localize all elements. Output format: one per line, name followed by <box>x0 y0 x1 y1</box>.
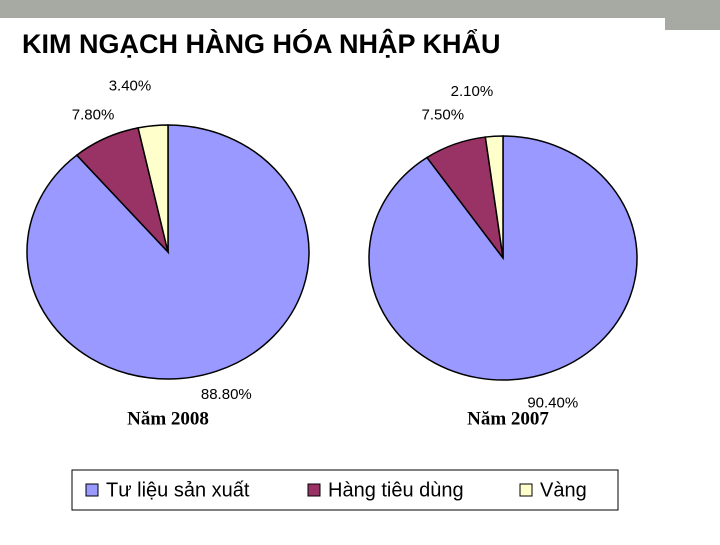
data-label: 3.40% <box>109 77 152 94</box>
data-label: 88.80% <box>201 386 252 403</box>
legend-swatch <box>85 483 99 497</box>
data-label: 7.50% <box>422 107 465 124</box>
top-bar <box>0 0 720 18</box>
data-label: 2.10% <box>451 83 494 100</box>
legend-label: Hàng tiêu dùng <box>328 479 464 501</box>
corner-bar <box>665 18 720 30</box>
pie-slice <box>484 135 504 259</box>
data-label: 7.80% <box>72 106 115 123</box>
legend-swatch <box>519 483 533 497</box>
legend-label: Tư liệu sản xuất <box>106 479 250 501</box>
legend-swatch <box>307 483 321 497</box>
pie-caption: Năm 2007 <box>467 408 549 429</box>
data-label: 90.40% <box>527 395 578 412</box>
slide-title: KIM NGẠCH HÀNG HÓA NHẬP KHẨU <box>22 28 501 59</box>
pie-caption: Năm 2008 <box>127 408 209 429</box>
pie-slice <box>137 124 169 253</box>
legend-label: Vàng <box>540 479 587 501</box>
